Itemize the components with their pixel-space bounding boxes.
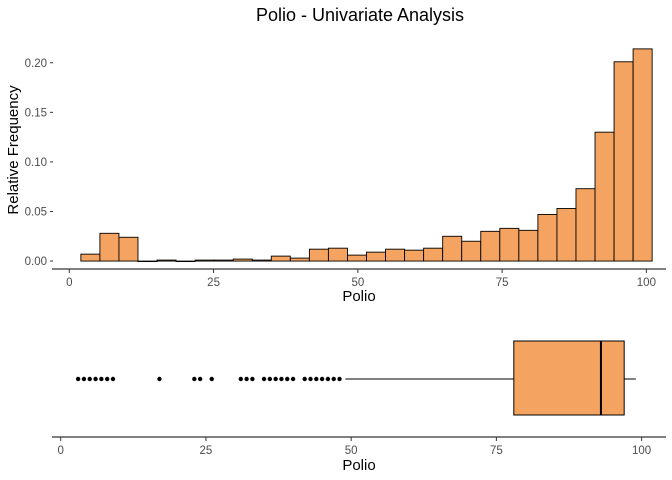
y-tick-label: 0.15 xyxy=(25,107,47,119)
x-tick-label: 50 xyxy=(345,445,358,457)
boxplot-outlier xyxy=(285,376,290,382)
histogram-bars xyxy=(80,48,653,263)
chart-title: Polio - Univariate Analysis xyxy=(256,5,464,25)
histogram-bar xyxy=(251,259,272,262)
boxplot-outlier xyxy=(290,376,296,382)
histogram-bar xyxy=(442,235,463,262)
histogram-bar xyxy=(327,247,348,262)
x-tick-label: 25 xyxy=(207,277,220,289)
boxplot-outlier xyxy=(93,376,98,382)
histogram-bar xyxy=(213,259,234,262)
x-tick-label: 0 xyxy=(58,445,64,457)
x-tick-label: 100 xyxy=(637,277,656,289)
histogram-bar xyxy=(575,188,596,262)
histogram-bar xyxy=(194,259,215,262)
boxplot-x-ticks: 0 25 50 75 100 xyxy=(58,437,651,457)
x-tick-label: 25 xyxy=(200,445,213,457)
boxplot-outlier xyxy=(244,376,249,382)
histogram-bar xyxy=(461,240,482,262)
boxplot-box xyxy=(513,340,625,416)
boxplot-x-axis-title: Polio xyxy=(342,457,375,474)
boxplot-outlier xyxy=(81,376,87,382)
histogram-bar xyxy=(404,249,425,262)
boxplot-outlier xyxy=(209,376,214,382)
boxplot-outlier xyxy=(314,376,319,382)
histogram-bar xyxy=(537,214,558,262)
boxplot-outlier xyxy=(337,376,342,382)
histogram-bar xyxy=(594,131,615,262)
histogram-bar xyxy=(347,254,367,262)
histogram-bar xyxy=(518,229,539,262)
boxplot-outlier xyxy=(110,376,116,382)
y-tick-label: 0.00 xyxy=(25,256,47,268)
histogram-bar xyxy=(175,260,196,263)
boxplot-outlier xyxy=(267,376,273,382)
y-tick-label: 0.05 xyxy=(25,206,47,218)
histogram-bar xyxy=(366,251,386,262)
boxplot-outlier xyxy=(104,376,110,382)
x-tick-label: 75 xyxy=(496,277,509,289)
x-tick-label: 75 xyxy=(490,445,503,457)
y-tick-label: 0.20 xyxy=(25,58,47,70)
histogram-bar xyxy=(613,61,634,262)
histogram-bar xyxy=(289,257,310,262)
histogram-bar xyxy=(137,260,158,263)
histogram-bar xyxy=(118,236,139,262)
histogram-bar xyxy=(156,259,177,262)
boxplot-outlier xyxy=(273,376,278,382)
boxplot-outlier xyxy=(99,376,104,382)
boxplot-outlier xyxy=(87,376,92,382)
histogram-x-axis-title: Polio xyxy=(342,288,375,305)
histogram-bar xyxy=(499,227,520,262)
boxplot-outlier xyxy=(302,376,307,382)
histogram-bar xyxy=(308,248,329,262)
boxplot-outlier xyxy=(197,376,203,382)
boxplot-outlier xyxy=(250,376,255,382)
histogram-y-axis-title: Relative Frequency xyxy=(5,85,22,215)
histogram-panel: 0.00 0.05 0.10 0.15 0.20 0 25 50 75 100 Polio Re… xyxy=(5,48,666,305)
histogram-x-ticks: 0 25 50 75 100 xyxy=(66,269,656,289)
boxplot-outlier xyxy=(325,376,331,382)
boxplot-outlier xyxy=(331,376,336,382)
boxplot-outlier xyxy=(261,376,267,382)
histogram-bar xyxy=(99,232,120,262)
histogram-bar xyxy=(480,230,501,262)
boxplot-outlier xyxy=(238,376,243,382)
histogram-bar xyxy=(423,247,444,262)
histogram-bar xyxy=(385,248,406,262)
boxplot-panel: 0 25 50 75 100 Polio xyxy=(52,340,666,474)
histogram-bar xyxy=(556,208,577,262)
x-tick-label: 50 xyxy=(351,277,364,289)
boxplot-outlier xyxy=(319,376,325,382)
boxplot-outlier xyxy=(192,376,197,382)
boxplot-marks xyxy=(75,340,636,416)
boxplot-outlier xyxy=(308,376,313,382)
x-tick-label: 100 xyxy=(632,445,651,457)
histogram-bar xyxy=(270,255,291,262)
boxplot-outlier xyxy=(157,376,162,382)
histogram-bar xyxy=(632,48,653,262)
x-tick-label: 0 xyxy=(66,277,72,289)
histogram-bar xyxy=(232,258,253,262)
histogram-y-ticks: 0.00 0.05 0.10 0.15 0.20 xyxy=(25,58,53,268)
boxplot-outlier xyxy=(75,376,81,382)
y-tick-label: 0.10 xyxy=(25,157,47,169)
histogram-bar xyxy=(80,253,101,262)
boxplot-outlier xyxy=(279,376,284,382)
